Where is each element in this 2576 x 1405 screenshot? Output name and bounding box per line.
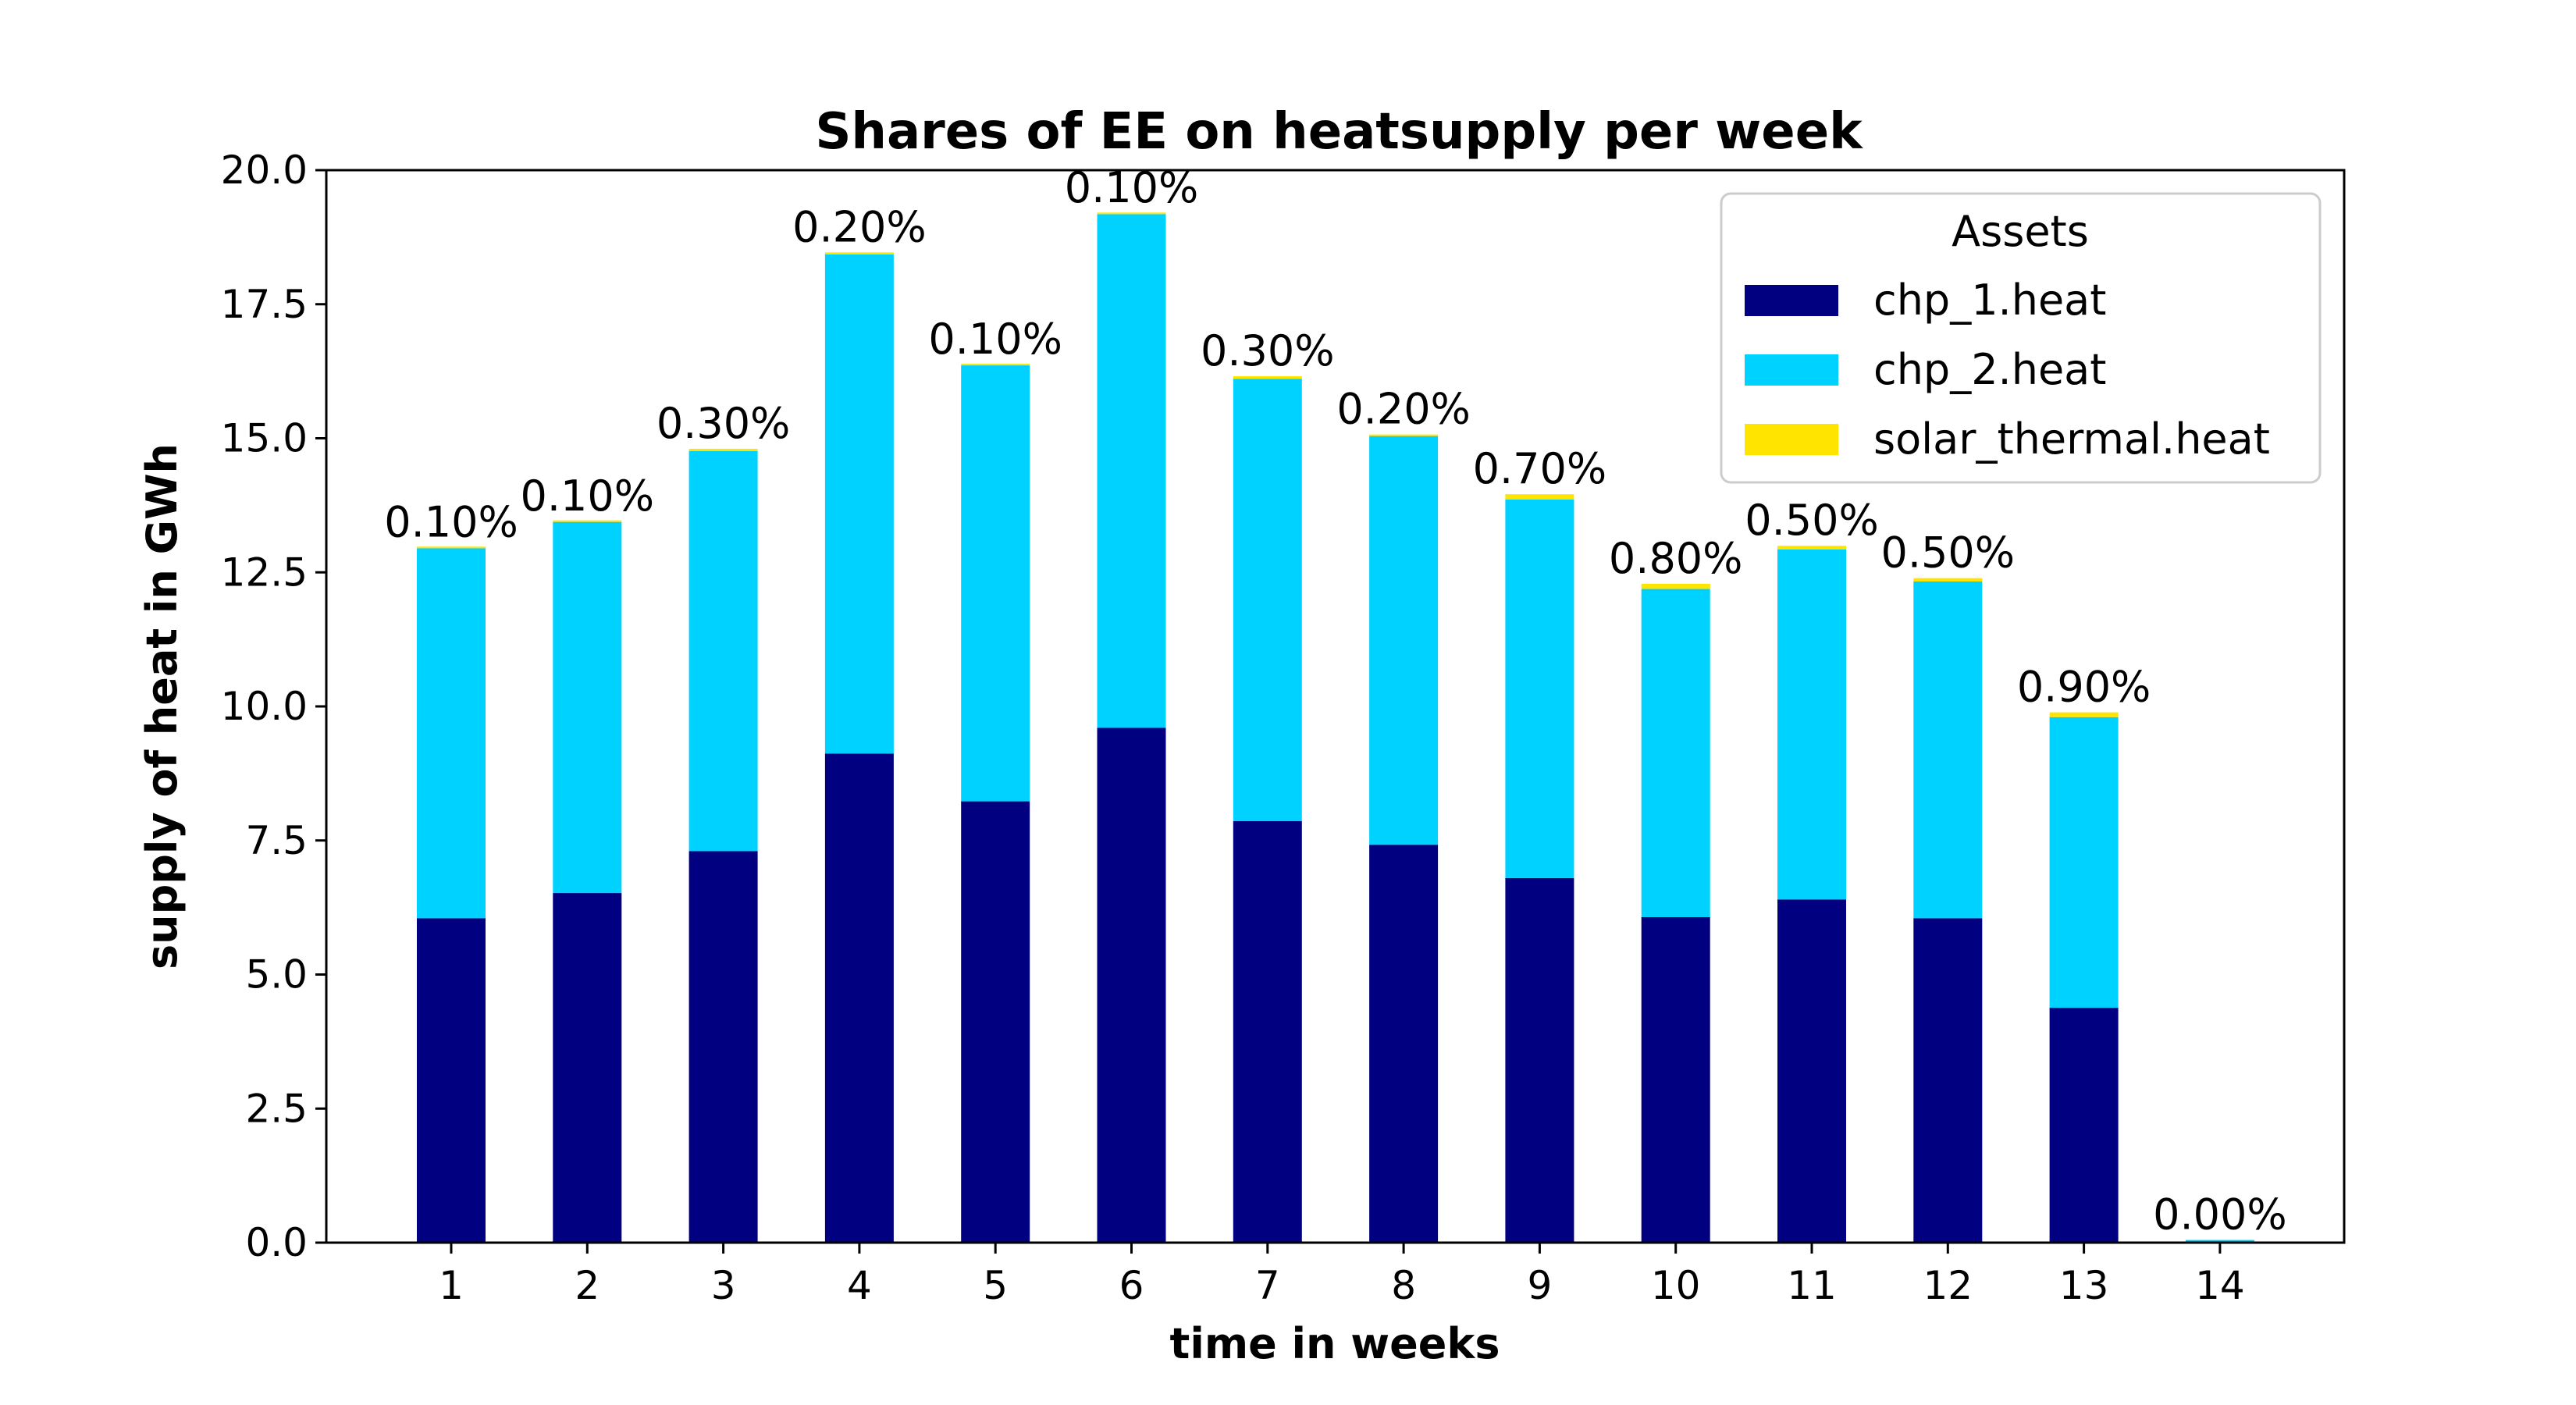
chart-title: Shares of EE on heatsupply per week	[815, 103, 1863, 161]
bar-week-1-chp-1-heat	[417, 918, 486, 1243]
bar-label-week-3: 0.30%	[656, 399, 791, 448]
bar-label-week-14: 0.00%	[2153, 1190, 2287, 1240]
bar-label-week-5: 0.10%	[928, 315, 1062, 364]
bar-week-2-chp-2-heat	[553, 521, 622, 894]
y-tick-label: 2.5	[245, 1086, 308, 1131]
bar-week-9-chp-1-heat	[1505, 877, 1574, 1243]
bar-week-5-chp-2-heat	[961, 365, 1030, 802]
bar-week-9-chp-2-heat	[1505, 499, 1574, 878]
bar-week-8-solar-thermal-heat	[1369, 434, 1439, 436]
bar-label-week-10: 0.80%	[1609, 534, 1743, 583]
bar-label-week-9: 0.70%	[1473, 444, 1607, 493]
bar-week-5-solar-thermal-heat	[961, 364, 1030, 366]
bar-week-2-chp-1-heat	[553, 893, 622, 1243]
bar-week-6-solar-thermal-heat	[1097, 212, 1166, 215]
bar-week-6-chp-2-heat	[1097, 214, 1166, 728]
bar-week-14-chp-2-heat	[2185, 1240, 2254, 1243]
bar-week-13-solar-thermal-heat	[2049, 712, 2119, 717]
legend-title: Assets	[1952, 207, 2089, 256]
bar-week-11-chp-1-heat	[1777, 899, 1846, 1243]
y-tick-label: 17.5	[221, 282, 308, 327]
bar-week-2-solar-thermal-heat	[553, 520, 622, 522]
y-tick-label: 20.0	[221, 148, 308, 193]
bar-week-13-chp-1-heat	[2049, 1008, 2119, 1243]
bar-week-4-solar-thermal-heat	[824, 252, 894, 254]
bar-week-12-chp-2-heat	[1913, 581, 1983, 919]
legend-swatch-chp-1-heat	[1745, 285, 1838, 316]
bar-week-10-chp-1-heat	[1641, 916, 1710, 1243]
bar-label-week-6: 0.10%	[1065, 163, 1199, 212]
y-tick-label: 12.5	[221, 550, 308, 595]
bar-week-10-chp-2-heat	[1641, 589, 1710, 917]
x-tick-label: 14	[2195, 1263, 2245, 1308]
y-axis: 0.0 2.5 5.0 7.5 10.0 12.5 15.0 17.5 20.0	[221, 148, 326, 1265]
x-tick-label: 9	[1527, 1263, 1552, 1308]
bar-week-5-chp-1-heat	[961, 801, 1030, 1243]
bar-week-12-solar-thermal-heat	[1913, 578, 1983, 582]
bar-label-week-7: 0.30%	[1201, 326, 1335, 375]
x-tick-label: 8	[1391, 1263, 1416, 1308]
legend-entry-chp-2-heat: chp_2.heat	[1873, 345, 2106, 394]
bar-label-week-4: 0.20%	[792, 202, 927, 251]
legend-swatch-chp-2-heat	[1745, 354, 1838, 386]
plot-area: 0.10%0.10%0.30%0.20%0.10%0.10%0.30%0.20%…	[384, 163, 2287, 1243]
bar-label-week-2: 0.10%	[521, 471, 655, 521]
bar-week-11-solar-thermal-heat	[1777, 546, 1846, 550]
y-axis-label: supply of heat in GWh	[137, 443, 187, 969]
y-tick-label: 7.5	[245, 818, 308, 863]
legend-entry-solar-thermal-heat: solar_thermal.heat	[1873, 414, 2270, 464]
bar-week-1-solar-thermal-heat	[417, 546, 486, 549]
bar-week-6-chp-1-heat	[1097, 727, 1166, 1243]
y-tick-label: 15.0	[221, 416, 308, 461]
legend-entry-chp-1-heat: chp_1.heat	[1873, 276, 2106, 325]
x-tick-label: 12	[1923, 1263, 1973, 1308]
x-tick-label: 11	[1787, 1263, 1837, 1308]
bar-week-10-solar-thermal-heat	[1641, 583, 1710, 589]
legend-swatch-solar-thermal-heat	[1745, 424, 1838, 455]
bar-week-13-chp-2-heat	[2049, 717, 2119, 1008]
y-tick-label: 0.0	[245, 1220, 308, 1265]
legend: Assets chp_1.heat chp_2.heat solar_thermal…	[1720, 192, 2322, 484]
bar-week-3-solar-thermal-heat	[688, 448, 758, 451]
bar-week-3-chp-2-heat	[688, 450, 758, 852]
x-tick-label: 3	[711, 1263, 736, 1308]
x-tick-label: 13	[2059, 1263, 2109, 1308]
bar-week-3-chp-1-heat	[688, 851, 758, 1243]
x-tick-label: 4	[847, 1263, 872, 1308]
bar-label-week-1: 0.10%	[384, 497, 518, 546]
bar-label-week-11: 0.50%	[1745, 496, 1879, 545]
x-tick-label: 7	[1255, 1263, 1280, 1308]
bar-label-week-13: 0.90%	[2017, 663, 2151, 712]
bar-week-9-solar-thermal-heat	[1505, 494, 1574, 500]
x-tick-label: 1	[439, 1263, 464, 1308]
bar-week-7-chp-1-heat	[1233, 821, 1302, 1243]
bar-week-4-chp-2-heat	[824, 254, 894, 754]
bar-week-8-chp-2-heat	[1369, 436, 1439, 845]
x-tick-label: 10	[1651, 1263, 1701, 1308]
x-axis: 1 2 3 4 5 6 7 8 9 10 11 12 13 14	[439, 1243, 2245, 1308]
bar-week-1-chp-2-heat	[417, 548, 486, 919]
x-tick-label: 6	[1119, 1263, 1144, 1308]
bar-label-week-8: 0.20%	[1336, 385, 1471, 434]
y-tick-label: 10.0	[221, 684, 308, 729]
bar-week-12-chp-1-heat	[1913, 918, 1983, 1243]
bar-week-7-solar-thermal-heat	[1233, 375, 1302, 379]
bar-week-11-chp-2-heat	[1777, 549, 1846, 900]
bar-label-week-12: 0.50%	[1881, 528, 2016, 578]
x-axis-label: time in weeks	[1170, 1319, 1500, 1368]
x-tick-label: 2	[575, 1263, 600, 1308]
bar-week-8-chp-1-heat	[1369, 845, 1439, 1243]
bar-week-7-chp-2-heat	[1233, 379, 1302, 822]
legend-frame	[1720, 192, 2322, 484]
bar-week-4-chp-1-heat	[824, 753, 894, 1243]
x-tick-label: 5	[983, 1263, 1008, 1308]
y-tick-label: 5.0	[245, 952, 308, 998]
